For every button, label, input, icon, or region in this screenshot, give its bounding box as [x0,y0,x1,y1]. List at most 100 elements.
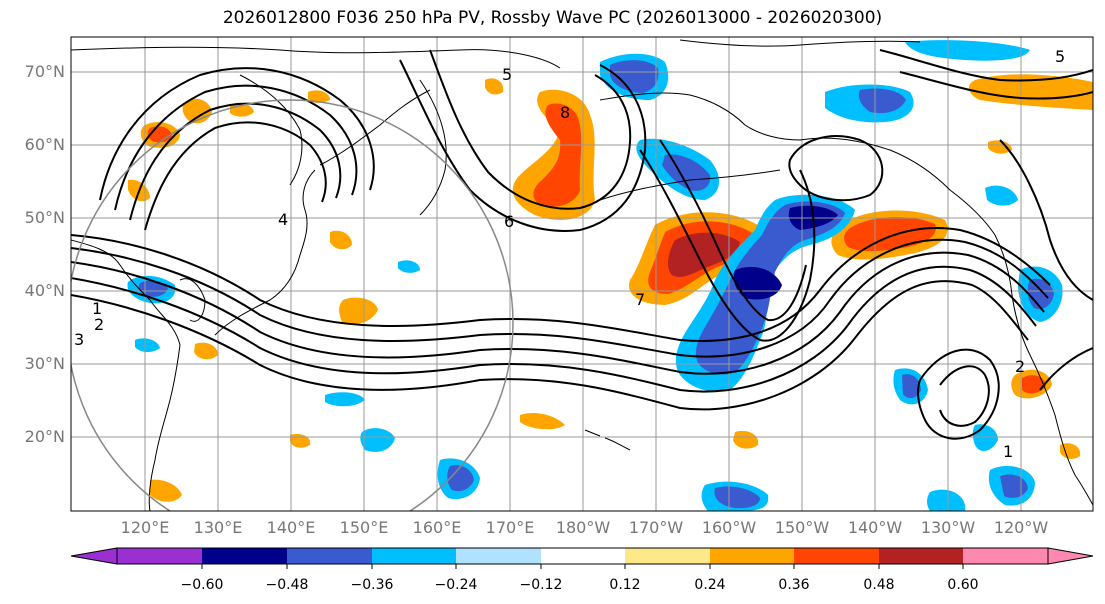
coast-okhotsk [239,74,303,186]
colorbar-segment-8 [710,548,794,564]
neg-anomaly-small-5 [985,185,1018,206]
contour-ne-corner [999,139,1093,301]
pos-anomaly-small-5 [194,342,218,360]
colorbar-segment-11 [963,548,1048,564]
colorbar-label-2: −0.48 [265,577,309,593]
pos-anomaly-small-12 [1060,443,1081,459]
neg-anomaly-alaska-core [858,88,906,114]
coast-aleutians [599,169,781,201]
colorbar-label-8: 0.36 [778,577,810,593]
contour-label-4: 4 [278,210,288,229]
contour-jet-4 [71,265,1037,393]
lon-label-160e: 160°E [412,518,462,537]
colorbar [70,547,1094,569]
coast-hawaii [584,429,631,451]
neg-anomaly-small-2 [325,392,365,407]
colorbar-label-1: −0.60 [180,577,224,593]
contour-ridge-west-2 [114,84,358,211]
colorbar-segment-9 [794,548,879,564]
contour-label-10: 1 [1003,442,1013,461]
lon-label-180w: 180°W [555,518,611,537]
pos-anomaly-small-10 [485,78,504,95]
coast-kamchatka [419,79,447,216]
map-frame [70,36,1094,512]
contour-jet-3 [71,251,1045,375]
neg-anomaly-subtropic-3-core [714,486,760,509]
contour-labels: 1 2 3 4 5 6 7 8 2 1 5 [74,47,1065,461]
lon-label-120w: 120°W [993,518,1049,537]
contour-jet-2 [71,238,1049,358]
pos-anomaly-small-3 [330,230,352,250]
contour-na-cut-2 [939,365,990,427]
contour-subtrop-east [1039,347,1093,391]
neg-anomaly-subtropic-5 [927,489,965,511]
colorbar-frame [116,547,1049,565]
lat-label-50n: 50°N [24,208,65,227]
colorbar-over-arrow [1047,547,1094,565]
lon-label-130w: 130°W [920,518,976,537]
lon-label-170w: 170°W [628,518,684,537]
neg-anomaly-subtropic-1-core [447,465,474,492]
map-plot-area [71,37,1093,511]
colorbar-label-10: 0.60 [947,577,979,593]
contour-na-cut [916,348,1000,440]
colorbar-segment-4 [372,548,456,564]
lon-label-130e: 130°E [193,518,243,537]
lat-label-60n: 60°N [24,135,65,154]
contour-label-2: 2 [94,315,104,334]
contour-label-7: 7 [635,290,645,309]
lon-label-120e: 120°E [120,518,170,537]
colorbar-label-3: −0.36 [350,577,394,593]
contour-label-5: 5 [502,65,512,84]
map-title: 2026012800 F036 250 hPa PV, Rossby Wave … [222,8,883,28]
colorbar-label-6: 0.12 [609,577,641,593]
coast-arctic-na [679,39,921,47]
contour-label-1: 1 [92,299,102,318]
coast-siberia [71,46,561,69]
pos-anomaly-central-pacific-core [668,232,740,278]
negative-anomaly-fills [127,40,1063,511]
contour-mid-2 [429,49,632,210]
pos-anomaly-small-11 [988,140,1012,154]
coastlines [71,39,1093,511]
pos-anomaly-small-7 [520,413,565,430]
colorbar-segment-7 [625,548,710,564]
lon-label-150e: 150°E [339,518,389,537]
colorbar-segment-3 [287,548,372,564]
lat-label-30n: 30°N [24,354,65,373]
neg-anomaly-small-1 [360,428,395,452]
coast-korea [179,278,206,322]
colorbar-segment-2 [202,548,287,564]
contour-label-6: 6 [504,212,514,231]
neg-anomaly-bering-core [610,60,659,93]
colorbar-label-9: 0.48 [863,577,895,593]
pos-anomaly-arctic-east [968,74,1093,110]
colorbar-under-arrow [70,547,118,565]
colorbar-segment-1 [117,548,202,564]
contour-jet-1 [71,227,1051,342]
pos-anomaly-small-14 [150,479,182,502]
neg-anomaly-small-3 [398,260,420,273]
pos-anomaly-small-8 [733,430,759,449]
contour-label-11: 5 [1055,47,1065,66]
pos-anomaly-small-4 [339,297,378,325]
neg-anomaly-arctic-top [905,40,1030,61]
colorbar-label-7: 0.24 [694,577,726,593]
colorbar-ticks [201,564,964,569]
contour-mid-1 [399,59,647,232]
contour-alaska-loop [788,135,884,202]
coast-japan [214,169,316,336]
colorbar-label-4: −0.24 [434,577,478,593]
pos-anomaly-small-2 [308,90,330,103]
contour-label-3: 3 [74,330,84,349]
colorbar-segment-5 [456,548,541,564]
positive-anomaly-fills [128,74,1093,502]
contour-ridge-west-4 [144,121,327,231]
contour-ridge-west [99,67,375,201]
neg-anomaly-japan-core [138,280,168,297]
lat-label-20n: 20°N [24,427,65,446]
lon-label-140w: 140°W [847,518,903,537]
coast-alaska-south [799,137,996,236]
pos-anomaly-aleutian-west-core [533,103,582,207]
